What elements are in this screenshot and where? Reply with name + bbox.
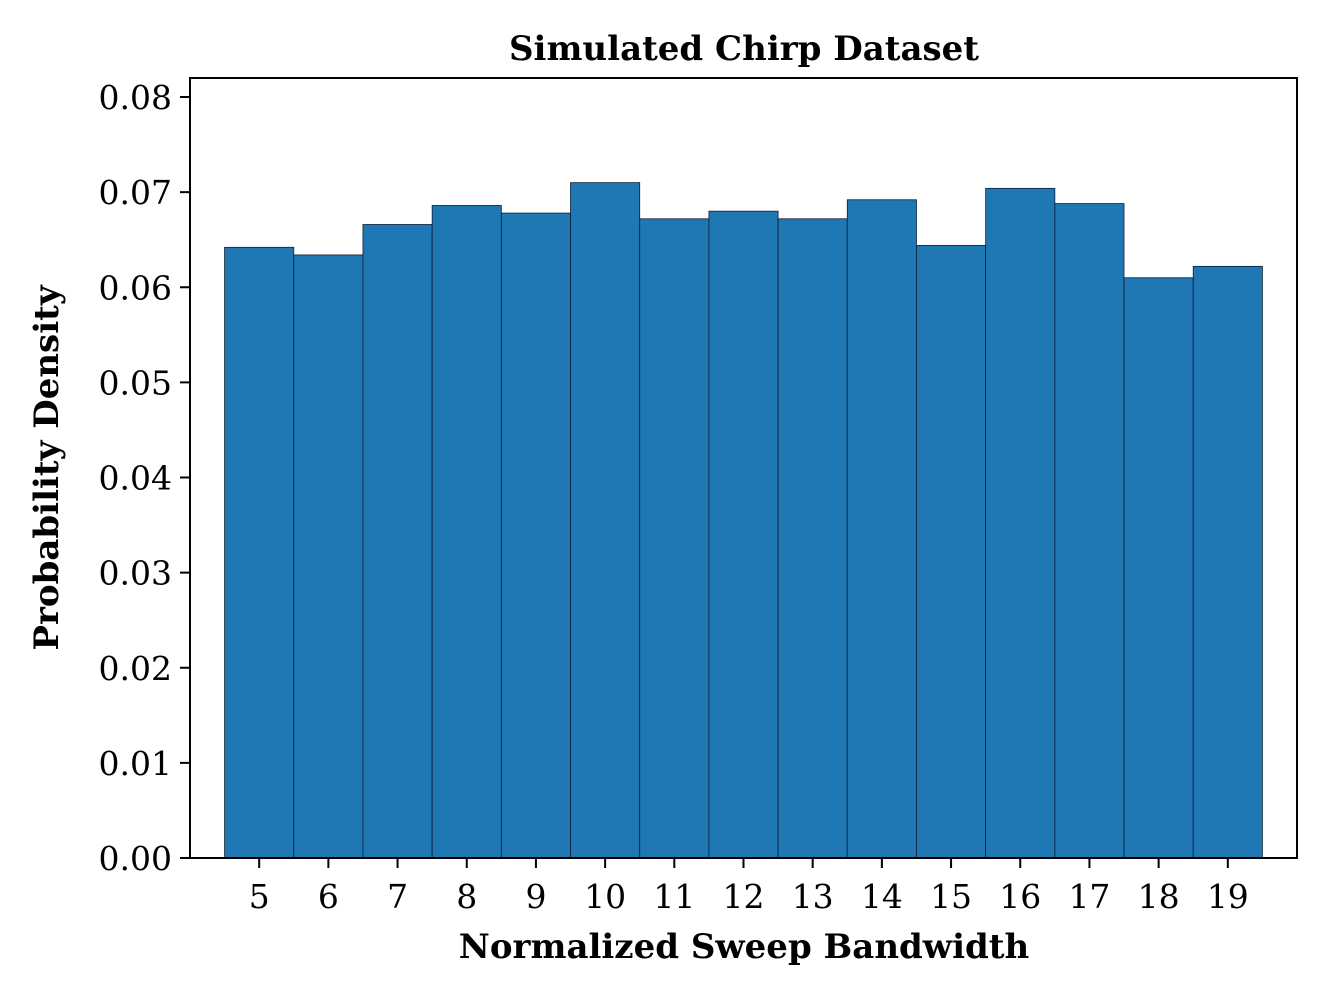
y-tick-label: 0.00	[99, 839, 172, 878]
chart-title: Simulated Chirp Dataset	[509, 29, 979, 69]
bar-10	[570, 182, 641, 859]
bar-7	[362, 224, 433, 859]
plot-frame	[189, 77, 1298, 859]
x-tick-label: 15	[930, 877, 972, 916]
bar-12	[708, 210, 779, 859]
x-axis-ticks: 5 6 7 8 9 10 11 12 13 14 15 16 17 18 19	[249, 858, 1249, 916]
x-tick-label: 11	[653, 877, 695, 916]
x-tick-label: 19	[1207, 877, 1249, 916]
y-axis-ticks: 0.00 0.01 0.02 0.03 0.04 0.05 0.06 0.07 0.08	[99, 78, 190, 878]
y-tick-label: 0.06	[99, 268, 172, 307]
bar-5	[224, 246, 295, 859]
y-tick-label: 0.07	[99, 173, 172, 212]
bar-19	[1192, 265, 1263, 859]
x-tick-label: 7	[387, 877, 408, 916]
y-tick-label: 0.08	[99, 78, 172, 117]
x-tick-label: 17	[1068, 877, 1110, 916]
x-tick-label: 18	[1138, 877, 1180, 916]
x-tick-label: 16	[999, 877, 1041, 916]
y-axis-label: Probability Density	[27, 284, 67, 650]
x-tick-label: 6	[318, 877, 339, 916]
bar-14	[846, 199, 917, 859]
bar-9	[500, 212, 571, 859]
bars-group	[224, 182, 1263, 859]
bar-16	[985, 187, 1056, 859]
x-tick-label: 13	[792, 877, 834, 916]
y-tick-label: 0.03	[99, 554, 172, 593]
x-tick-label: 10	[584, 877, 626, 916]
y-tick-label: 0.04	[99, 459, 172, 498]
y-tick-label: 0.01	[99, 744, 172, 783]
x-tick-label: 9	[525, 877, 546, 916]
x-tick-label: 12	[723, 877, 765, 916]
bar-17	[1054, 203, 1125, 859]
bar-15	[916, 245, 987, 859]
y-tick-label: 0.05	[99, 363, 172, 402]
bar-18	[1123, 277, 1194, 859]
x-axis-label: Normalized Sweep Bandwidth	[459, 927, 1029, 967]
x-tick-label: 14	[861, 877, 903, 916]
x-tick-label: 8	[456, 877, 477, 916]
y-tick-label: 0.02	[99, 649, 172, 688]
bar-11	[639, 218, 710, 859]
bar-13	[777, 218, 848, 859]
bar-6	[293, 254, 364, 859]
bar-8	[431, 205, 502, 859]
x-tick-label: 5	[249, 877, 270, 916]
